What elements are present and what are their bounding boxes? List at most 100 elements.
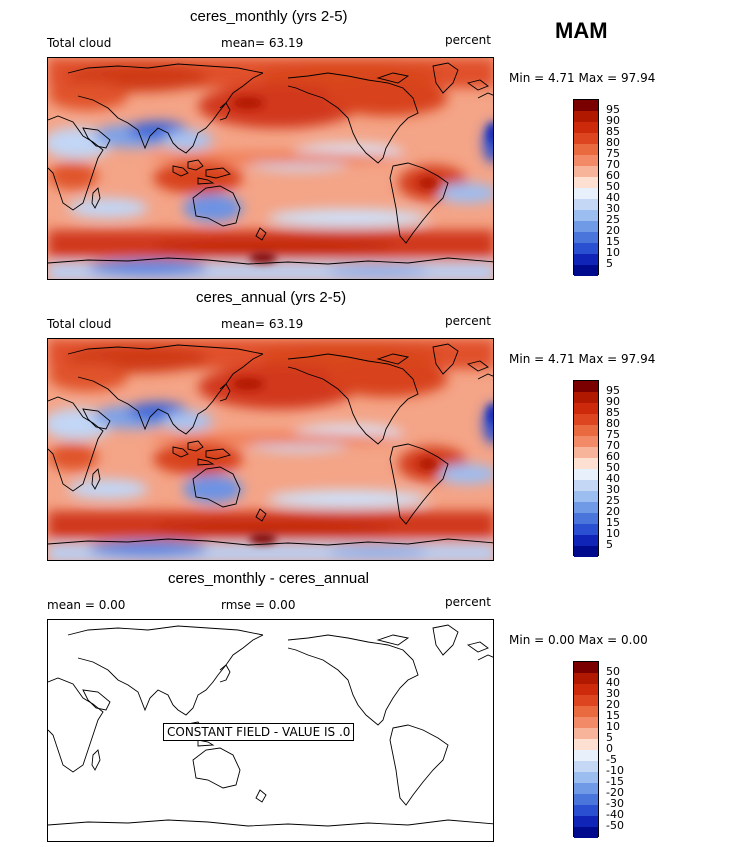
colorbar-swatch: [574, 706, 598, 717]
colorbar-swatch: [574, 447, 598, 458]
panel1-map: [47, 57, 494, 280]
colorbar-swatch: [574, 144, 598, 155]
colorbar-level-label: 95: [606, 103, 620, 116]
colorbar-level-label: -20: [606, 786, 624, 799]
colorbar-swatch: [574, 133, 598, 144]
panel3-units-label: percent: [445, 595, 491, 609]
panel3-title: ceres_monthly - ceres_annual: [168, 570, 369, 587]
colorbar-level-label: 50: [606, 180, 620, 193]
colorbar-level-label: 40: [606, 676, 620, 689]
colorbar-level-label: 80: [606, 136, 620, 149]
colorbar-level-label: 90: [606, 114, 620, 127]
colorbar-swatch: [574, 662, 598, 673]
colorbar-swatch: [574, 491, 598, 502]
colorbar-swatch: [574, 717, 598, 728]
colorbar-level-label: -10: [606, 764, 624, 777]
colorbar-swatch: [574, 243, 598, 254]
colorbar-swatch: [574, 761, 598, 772]
colorbar-swatch: [574, 100, 598, 111]
colorbar-level-label: 95: [606, 384, 620, 397]
colorbar-level-label: 25: [606, 494, 620, 507]
panel2-mean-label: mean= 63.19: [221, 317, 304, 331]
colorbar-level-label: 20: [606, 224, 620, 237]
colorbar-swatch: [574, 739, 598, 750]
colorbar-swatch: [574, 210, 598, 221]
colorbar-level-label: 5: [606, 731, 613, 744]
colorbar-level-label: 40: [606, 191, 620, 204]
panel1-minmax: Min = 4.71 Max = 97.94: [509, 71, 656, 85]
panel1-colorbar: [573, 99, 599, 276]
colorbar-swatch: [574, 122, 598, 133]
panel3-map: CONSTANT FIELD - VALUE IS .0: [47, 619, 494, 842]
panel3-mean-label: mean = 0.00: [47, 598, 126, 612]
colorbar-level-label: 15: [606, 516, 620, 529]
colorbar-level-label: 30: [606, 483, 620, 496]
colorbar-level-label: -50: [606, 819, 624, 832]
panel1-units-label: percent: [445, 33, 491, 47]
colorbar-swatch: [574, 458, 598, 469]
colorbar-swatch: [574, 783, 598, 794]
colorbar-swatch: [574, 684, 598, 695]
panel2-minmax: Min = 4.71 Max = 97.94: [509, 352, 656, 366]
colorbar-swatch: [574, 199, 598, 210]
colorbar-swatch: [574, 425, 598, 436]
colorbar-level-label: 10: [606, 246, 620, 259]
colorbar-swatch: [574, 805, 598, 816]
colorbar-swatch: [574, 392, 598, 403]
colorbar-swatch: [574, 535, 598, 546]
colorbar-level-label: 80: [606, 417, 620, 430]
colorbar-swatch: [574, 265, 598, 276]
colorbar-swatch: [574, 188, 598, 199]
colorbar-level-label: 90: [606, 395, 620, 408]
colorbar-level-label: 30: [606, 687, 620, 700]
colorbar-swatch: [574, 155, 598, 166]
colorbar-level-label: 30: [606, 202, 620, 215]
colorbar-level-label: 85: [606, 406, 620, 419]
colorbar-level-label: 60: [606, 169, 620, 182]
colorbar-swatch: [574, 221, 598, 232]
panel2-title: ceres_annual (yrs 2-5): [196, 289, 347, 306]
colorbar-swatch: [574, 524, 598, 535]
colorbar-level-label: 50: [606, 665, 620, 678]
panel2-map: [47, 338, 494, 561]
colorbar-swatch: [574, 414, 598, 425]
colorbar-level-label: 85: [606, 125, 620, 138]
colorbar-level-label: 5: [606, 257, 613, 270]
colorbar-swatch: [574, 177, 598, 188]
panel2-variable-label: Total cloud: [47, 317, 112, 331]
colorbar-level-label: 75: [606, 428, 620, 441]
panel1-mean-label: mean= 63.19: [221, 36, 304, 50]
colorbar-level-label: 0: [606, 742, 613, 755]
colorbar-swatch: [574, 728, 598, 739]
colorbar-level-label: -30: [606, 797, 624, 810]
colorbar-swatch: [574, 403, 598, 414]
panel3-rmse-label: rmse = 0.00: [221, 598, 296, 612]
colorbar-level-label: 70: [606, 158, 620, 171]
colorbar-level-label: -15: [606, 775, 624, 788]
colorbar-level-label: 40: [606, 472, 620, 485]
colorbar-level-label: 10: [606, 527, 620, 540]
colorbar-swatch: [574, 513, 598, 524]
colorbar-swatch: [574, 232, 598, 243]
constant-field-note: CONSTANT FIELD - VALUE IS .0: [163, 723, 355, 741]
colorbar-level-label: 15: [606, 709, 620, 722]
colorbar-level-label: 5: [606, 538, 613, 551]
colorbar-swatch: [574, 750, 598, 761]
colorbar-level-label: 70: [606, 439, 620, 452]
colorbar-level-label: 20: [606, 698, 620, 711]
panel1-variable-label: Total cloud: [47, 36, 112, 50]
colorbar-swatch: [574, 469, 598, 480]
colorbar-level-label: 50: [606, 461, 620, 474]
colorbar-level-label: 25: [606, 213, 620, 226]
panel3-colorbar: [573, 661, 599, 838]
colorbar-swatch: [574, 502, 598, 513]
colorbar-swatch: [574, 436, 598, 447]
colorbar-level-label: 20: [606, 505, 620, 518]
colorbar-swatch: [574, 772, 598, 783]
colorbar-level-label: -5: [606, 753, 617, 766]
colorbar-level-label: 60: [606, 450, 620, 463]
colorbar-swatch: [574, 166, 598, 177]
colorbar-swatch: [574, 827, 598, 838]
colorbar-level-label: 15: [606, 235, 620, 248]
colorbar-swatch: [574, 111, 598, 122]
